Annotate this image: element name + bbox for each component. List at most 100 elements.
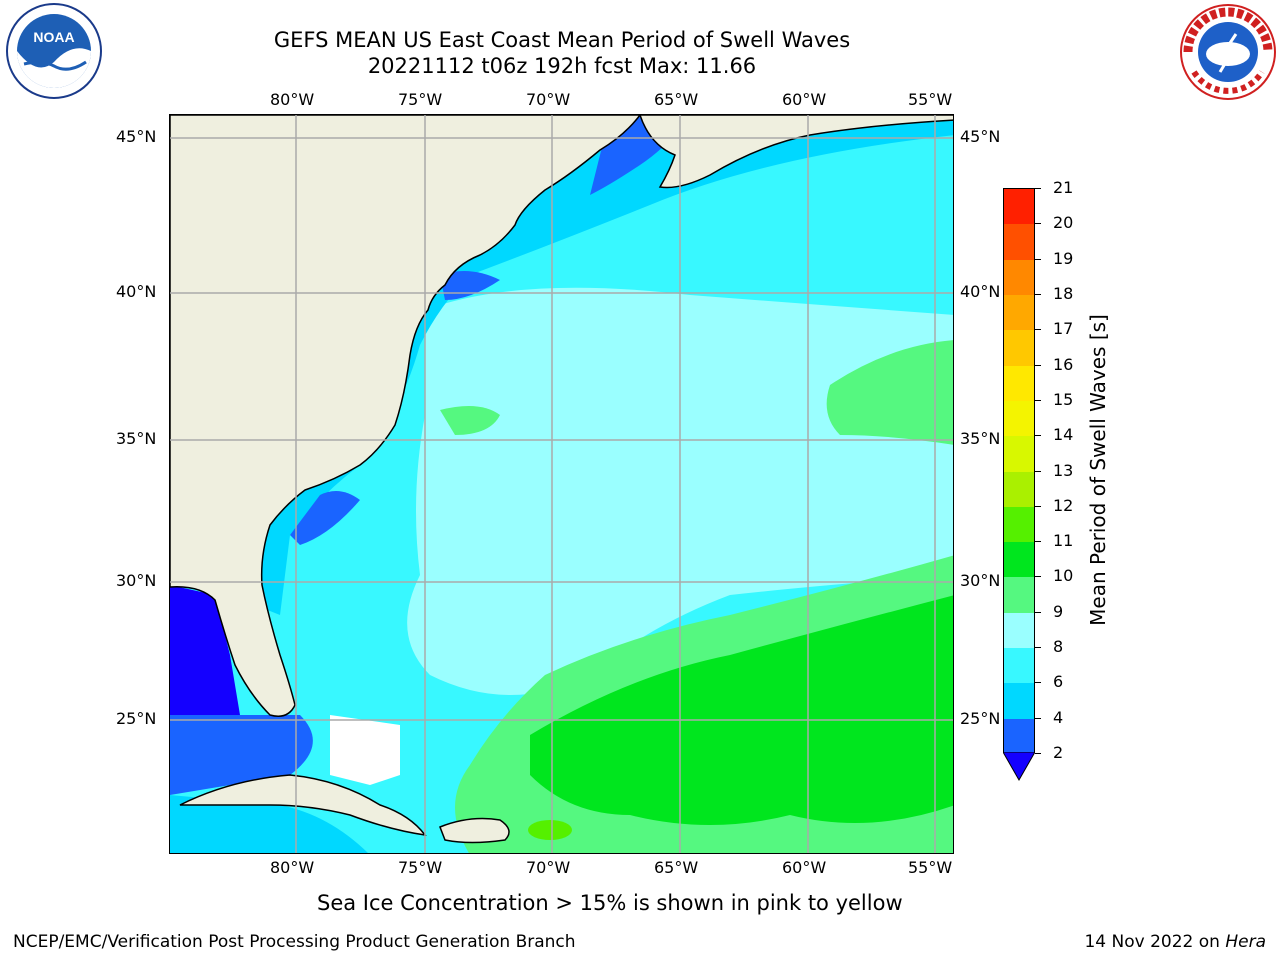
colorbar-segment [1004, 612, 1034, 649]
lat-label-left-40n: 40°N [116, 282, 157, 301]
colorbar-tick-label: 8 [1053, 637, 1064, 657]
map-svg [170, 115, 953, 853]
colorbar-tick-mark [1035, 258, 1041, 260]
lon-label-bottom-60w: 60°W [782, 858, 827, 877]
colorbar-tick-mark [1035, 223, 1041, 225]
colorbar-label: Mean Period of Swell Waves [s] [1086, 314, 1110, 626]
bahamas-no-data [330, 715, 400, 785]
colorbar-tick-mark [1035, 717, 1041, 719]
colorbar-segment [1004, 648, 1034, 684]
lon-label-top-80w: 80°W [270, 90, 315, 109]
colorbar-tick-label: 6 [1053, 672, 1064, 692]
colorbar-tick-mark [1035, 753, 1041, 754]
colorbar-tick-label: 17 [1053, 319, 1074, 339]
colorbar-tick-mark [1035, 576, 1041, 578]
colorbar-tick-label: 15 [1053, 389, 1074, 409]
swell-period-map [169, 114, 954, 854]
colorbar-tick-mark [1035, 505, 1041, 507]
chart-subtitle: 20221112 t06z 192h fcst Max: 11.66 [367, 54, 757, 78]
colorbar-tick-mark [1035, 682, 1041, 684]
colorbar-tick-label: 12 [1053, 495, 1074, 515]
colorbar-tick-label: 18 [1053, 283, 1074, 303]
noaa-logo: NOAA [2, 2, 106, 100]
colorbar-segment [1004, 259, 1034, 295]
lon-label-top-65w: 65°W [654, 90, 699, 109]
lon-label-bottom-80w: 80°W [270, 858, 315, 877]
footer-date: 14 Nov 2022 on Hera [1084, 932, 1266, 952]
colorbar-segment [1004, 577, 1034, 613]
colorbar-segment [1004, 683, 1034, 719]
colorbar-segment [1004, 471, 1034, 507]
colorbar-tick-mark [1035, 435, 1041, 437]
sea-ice-note: Sea Ice Concentration > 15% is shown in … [317, 891, 903, 915]
lat-label-left-35n: 35°N [116, 429, 157, 448]
colorbar-tick-label: 13 [1053, 460, 1074, 480]
footer-machine: Hera [1225, 932, 1266, 952]
lon-label-bottom-55w: 55°W [908, 858, 953, 877]
colorbar-tick-label: 9 [1053, 601, 1064, 621]
lat-label-right-25n: 25°N [960, 709, 1001, 728]
colorbar-segment [1004, 436, 1034, 472]
colorbar-tick-mark [1035, 293, 1041, 295]
nova-scotia-land [639, 115, 953, 189]
lat-label-right-40n: 40°N [960, 282, 1001, 301]
lat-label-right-35n: 35°N [960, 429, 1001, 448]
footer-date-text: 14 Nov 2022 on [1084, 932, 1226, 952]
swell-region-east-patch [826, 340, 953, 445]
lon-label-top-70w: 70°W [526, 90, 571, 109]
lat-label-right-45n: 45°N [960, 127, 1001, 146]
hispaniola-land [439, 817, 510, 844]
colorbar-segment [1004, 189, 1034, 225]
map-gridlines [170, 115, 953, 853]
colorbar-under-arrow [1003, 752, 1035, 782]
colorbar-tick-label: 21 [1053, 178, 1074, 197]
colorbar-tick-label: 16 [1053, 354, 1074, 374]
colorbar-under-triangle [1003, 752, 1035, 782]
gulf-region-2-4s [170, 715, 313, 795]
colorbar-tick-mark [1035, 470, 1041, 472]
swell-region-2-4s-carolina [290, 491, 360, 545]
colorbar-segment [1004, 506, 1034, 543]
colorbar-tick-mark [1035, 188, 1041, 189]
lon-label-bottom-65w: 65°W [654, 858, 699, 877]
noaa-logo-text: NOAA [33, 29, 74, 45]
footer-branch: NCEP/EMC/Verification Post Processing Pr… [13, 932, 576, 952]
caribbean-region-4-6s [170, 795, 368, 853]
colorbar-tick-label: 11 [1053, 531, 1074, 551]
swell-region-10-11s [530, 595, 953, 825]
lat-label-left-30n: 30°N [116, 571, 157, 590]
colorbar-tick-label: 19 [1053, 248, 1074, 268]
colorbar-tick-mark [1035, 611, 1041, 613]
lon-label-top-55w: 55°W [908, 90, 953, 109]
chart-title: GEFS MEAN US East Coast Mean Period of S… [273, 28, 851, 52]
swell-region-11-12s [528, 820, 572, 840]
colorbar-segment [1004, 365, 1034, 401]
lon-label-top-60w: 60°W [782, 90, 827, 109]
colorbar-segment [1004, 400, 1034, 437]
colorbar-segment [1004, 330, 1034, 366]
colorbar-tick-label: 10 [1053, 566, 1074, 586]
lat-label-left-25n: 25°N [116, 709, 157, 728]
colorbar-tick-label: 4 [1053, 707, 1064, 727]
colorbar-tick-label: 2 [1053, 743, 1064, 762]
colorbar-tick-mark [1035, 399, 1041, 401]
colorbar [1003, 188, 1035, 754]
swell-region-mid-patch [440, 406, 500, 435]
colorbar-segment [1004, 224, 1034, 260]
lat-label-left-45n: 45°N [116, 127, 157, 146]
lon-label-bottom-75w: 75°W [398, 858, 443, 877]
colorbar-tick-mark [1035, 541, 1041, 543]
national-weather-service-logo [1176, 2, 1280, 102]
lon-label-top-75w: 75°W [398, 90, 443, 109]
colorbar-tick-mark [1035, 647, 1041, 649]
colorbar-segment [1004, 294, 1034, 331]
colorbar-tick-label: 20 [1053, 213, 1074, 233]
colorbar-tick-mark [1035, 364, 1041, 366]
colorbar-segment [1004, 542, 1034, 578]
lon-label-bottom-70w: 70°W [526, 858, 571, 877]
lat-label-right-30n: 30°N [960, 571, 1001, 590]
colorbar-tick-label: 14 [1053, 425, 1074, 445]
colorbar-tick-mark [1035, 329, 1041, 331]
north-american-land [170, 115, 641, 717]
colorbar-segment [1004, 718, 1034, 754]
